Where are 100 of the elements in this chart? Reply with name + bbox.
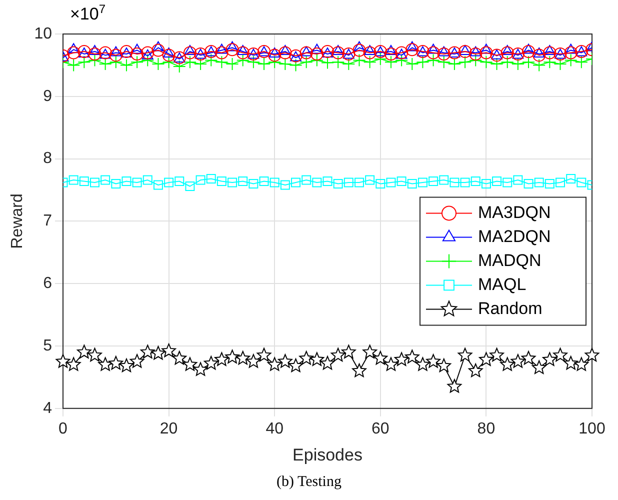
point xyxy=(185,182,195,191)
point xyxy=(215,46,228,60)
point xyxy=(300,46,312,56)
point xyxy=(332,44,344,55)
point xyxy=(564,356,578,370)
point xyxy=(268,47,280,58)
point xyxy=(447,379,462,393)
point xyxy=(385,44,397,55)
point xyxy=(437,47,450,60)
point xyxy=(543,56,556,69)
point xyxy=(312,178,322,188)
y-tick-label: 7 xyxy=(43,212,52,230)
point xyxy=(120,58,133,72)
point xyxy=(310,352,324,366)
point xyxy=(90,178,100,188)
point xyxy=(109,56,122,69)
point xyxy=(77,344,92,358)
point xyxy=(291,178,300,188)
point xyxy=(450,178,460,188)
point xyxy=(267,357,282,371)
point xyxy=(332,46,345,60)
point xyxy=(386,178,396,188)
point xyxy=(289,58,302,72)
point xyxy=(492,176,502,186)
point xyxy=(120,47,132,58)
y-axis-title: Reward xyxy=(9,194,26,249)
point xyxy=(322,47,334,58)
point xyxy=(459,44,471,55)
point xyxy=(67,46,80,60)
point xyxy=(502,44,514,55)
point xyxy=(204,356,218,370)
point xyxy=(426,354,440,368)
point xyxy=(522,44,534,54)
point xyxy=(532,48,546,62)
y-tick-label: 4 xyxy=(43,400,52,417)
point xyxy=(438,46,450,56)
point xyxy=(396,176,406,186)
legend-label: Random xyxy=(478,298,542,318)
point xyxy=(458,44,472,58)
point xyxy=(436,358,452,372)
point xyxy=(448,57,461,70)
point xyxy=(374,52,387,66)
point xyxy=(56,354,70,368)
point xyxy=(365,175,375,185)
point xyxy=(511,57,524,70)
point xyxy=(342,57,356,70)
point xyxy=(384,47,398,60)
y-tick-label: 9 xyxy=(43,88,52,105)
point xyxy=(428,176,438,186)
point xyxy=(458,56,472,69)
point xyxy=(574,56,588,69)
point xyxy=(406,57,419,70)
point xyxy=(68,43,80,54)
point xyxy=(141,54,154,67)
point xyxy=(246,56,260,69)
legend-label: MA2DQN xyxy=(478,226,551,246)
point xyxy=(153,180,163,190)
y-tick-label: 5 xyxy=(43,337,52,354)
point xyxy=(206,174,216,184)
point xyxy=(469,54,482,67)
point xyxy=(490,48,504,62)
point xyxy=(300,46,313,60)
point xyxy=(196,175,206,185)
point xyxy=(480,56,493,69)
point xyxy=(130,354,144,368)
point xyxy=(88,47,102,60)
point xyxy=(566,174,576,184)
point xyxy=(480,46,493,60)
point xyxy=(163,47,174,58)
y-tick-label: 8 xyxy=(43,150,52,168)
point xyxy=(310,54,324,67)
point xyxy=(384,357,398,371)
point xyxy=(373,350,388,365)
point xyxy=(363,46,376,60)
point xyxy=(460,178,470,188)
point xyxy=(226,57,239,70)
point xyxy=(268,56,282,69)
point xyxy=(109,48,122,62)
point xyxy=(576,178,586,188)
point xyxy=(333,179,343,189)
point xyxy=(500,56,514,69)
point xyxy=(394,352,409,366)
point xyxy=(439,175,449,185)
point xyxy=(278,57,292,70)
x-tick-label: 40 xyxy=(266,420,284,438)
point xyxy=(151,346,166,360)
point xyxy=(216,176,226,186)
point xyxy=(164,178,174,188)
point xyxy=(311,44,323,54)
y-tick-label: 6 xyxy=(43,275,52,292)
point xyxy=(510,354,526,368)
point xyxy=(270,178,280,188)
point xyxy=(344,178,354,188)
point xyxy=(130,56,144,69)
x-tick-label: 100 xyxy=(578,420,606,438)
point xyxy=(564,46,578,60)
point xyxy=(565,44,577,54)
point xyxy=(236,350,250,365)
text: (b) Testing xyxy=(276,474,342,491)
point xyxy=(204,54,218,67)
